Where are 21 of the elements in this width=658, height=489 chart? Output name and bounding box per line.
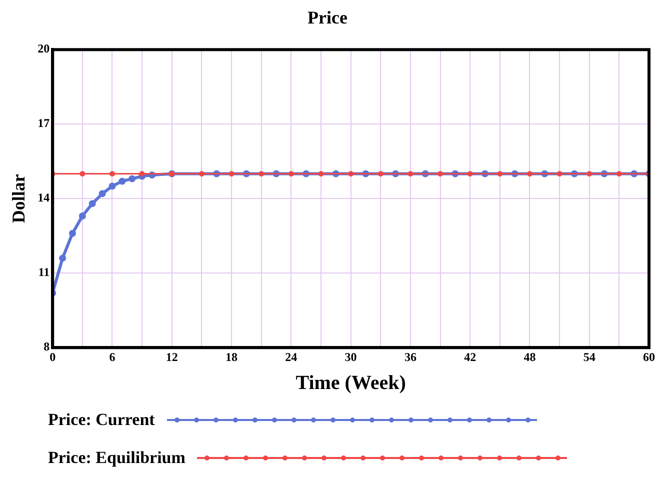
- chart-title: Price: [308, 7, 348, 28]
- x-tick-label: 42: [464, 350, 476, 364]
- y-tick-label: 17: [38, 116, 50, 130]
- x-tick-label: 24: [285, 350, 298, 364]
- y-tick-label: 20: [38, 42, 50, 56]
- x-tick-label: 18: [226, 350, 238, 364]
- x-tick-label: 36: [404, 350, 416, 364]
- x-tick-label: 6: [109, 350, 116, 364]
- x-tick-label: 30: [344, 350, 357, 364]
- legend-label: Price: Equilibrium: [48, 448, 186, 468]
- x-tick-label: 54: [583, 350, 596, 364]
- y-axis-title: Dollar: [8, 174, 28, 224]
- legend-label: Price: Current: [48, 410, 155, 430]
- x-tick-label: 48: [524, 350, 536, 364]
- x-tick-label: 0: [50, 350, 56, 364]
- y-tick-label: 8: [44, 340, 50, 354]
- x-tick-label: 12: [166, 350, 178, 364]
- x-tick-label: 60: [643, 350, 655, 364]
- x-axis-title: Time (Week): [296, 372, 406, 394]
- y-tick-label: 11: [38, 265, 50, 280]
- y-tick-label: 14: [38, 190, 50, 205]
